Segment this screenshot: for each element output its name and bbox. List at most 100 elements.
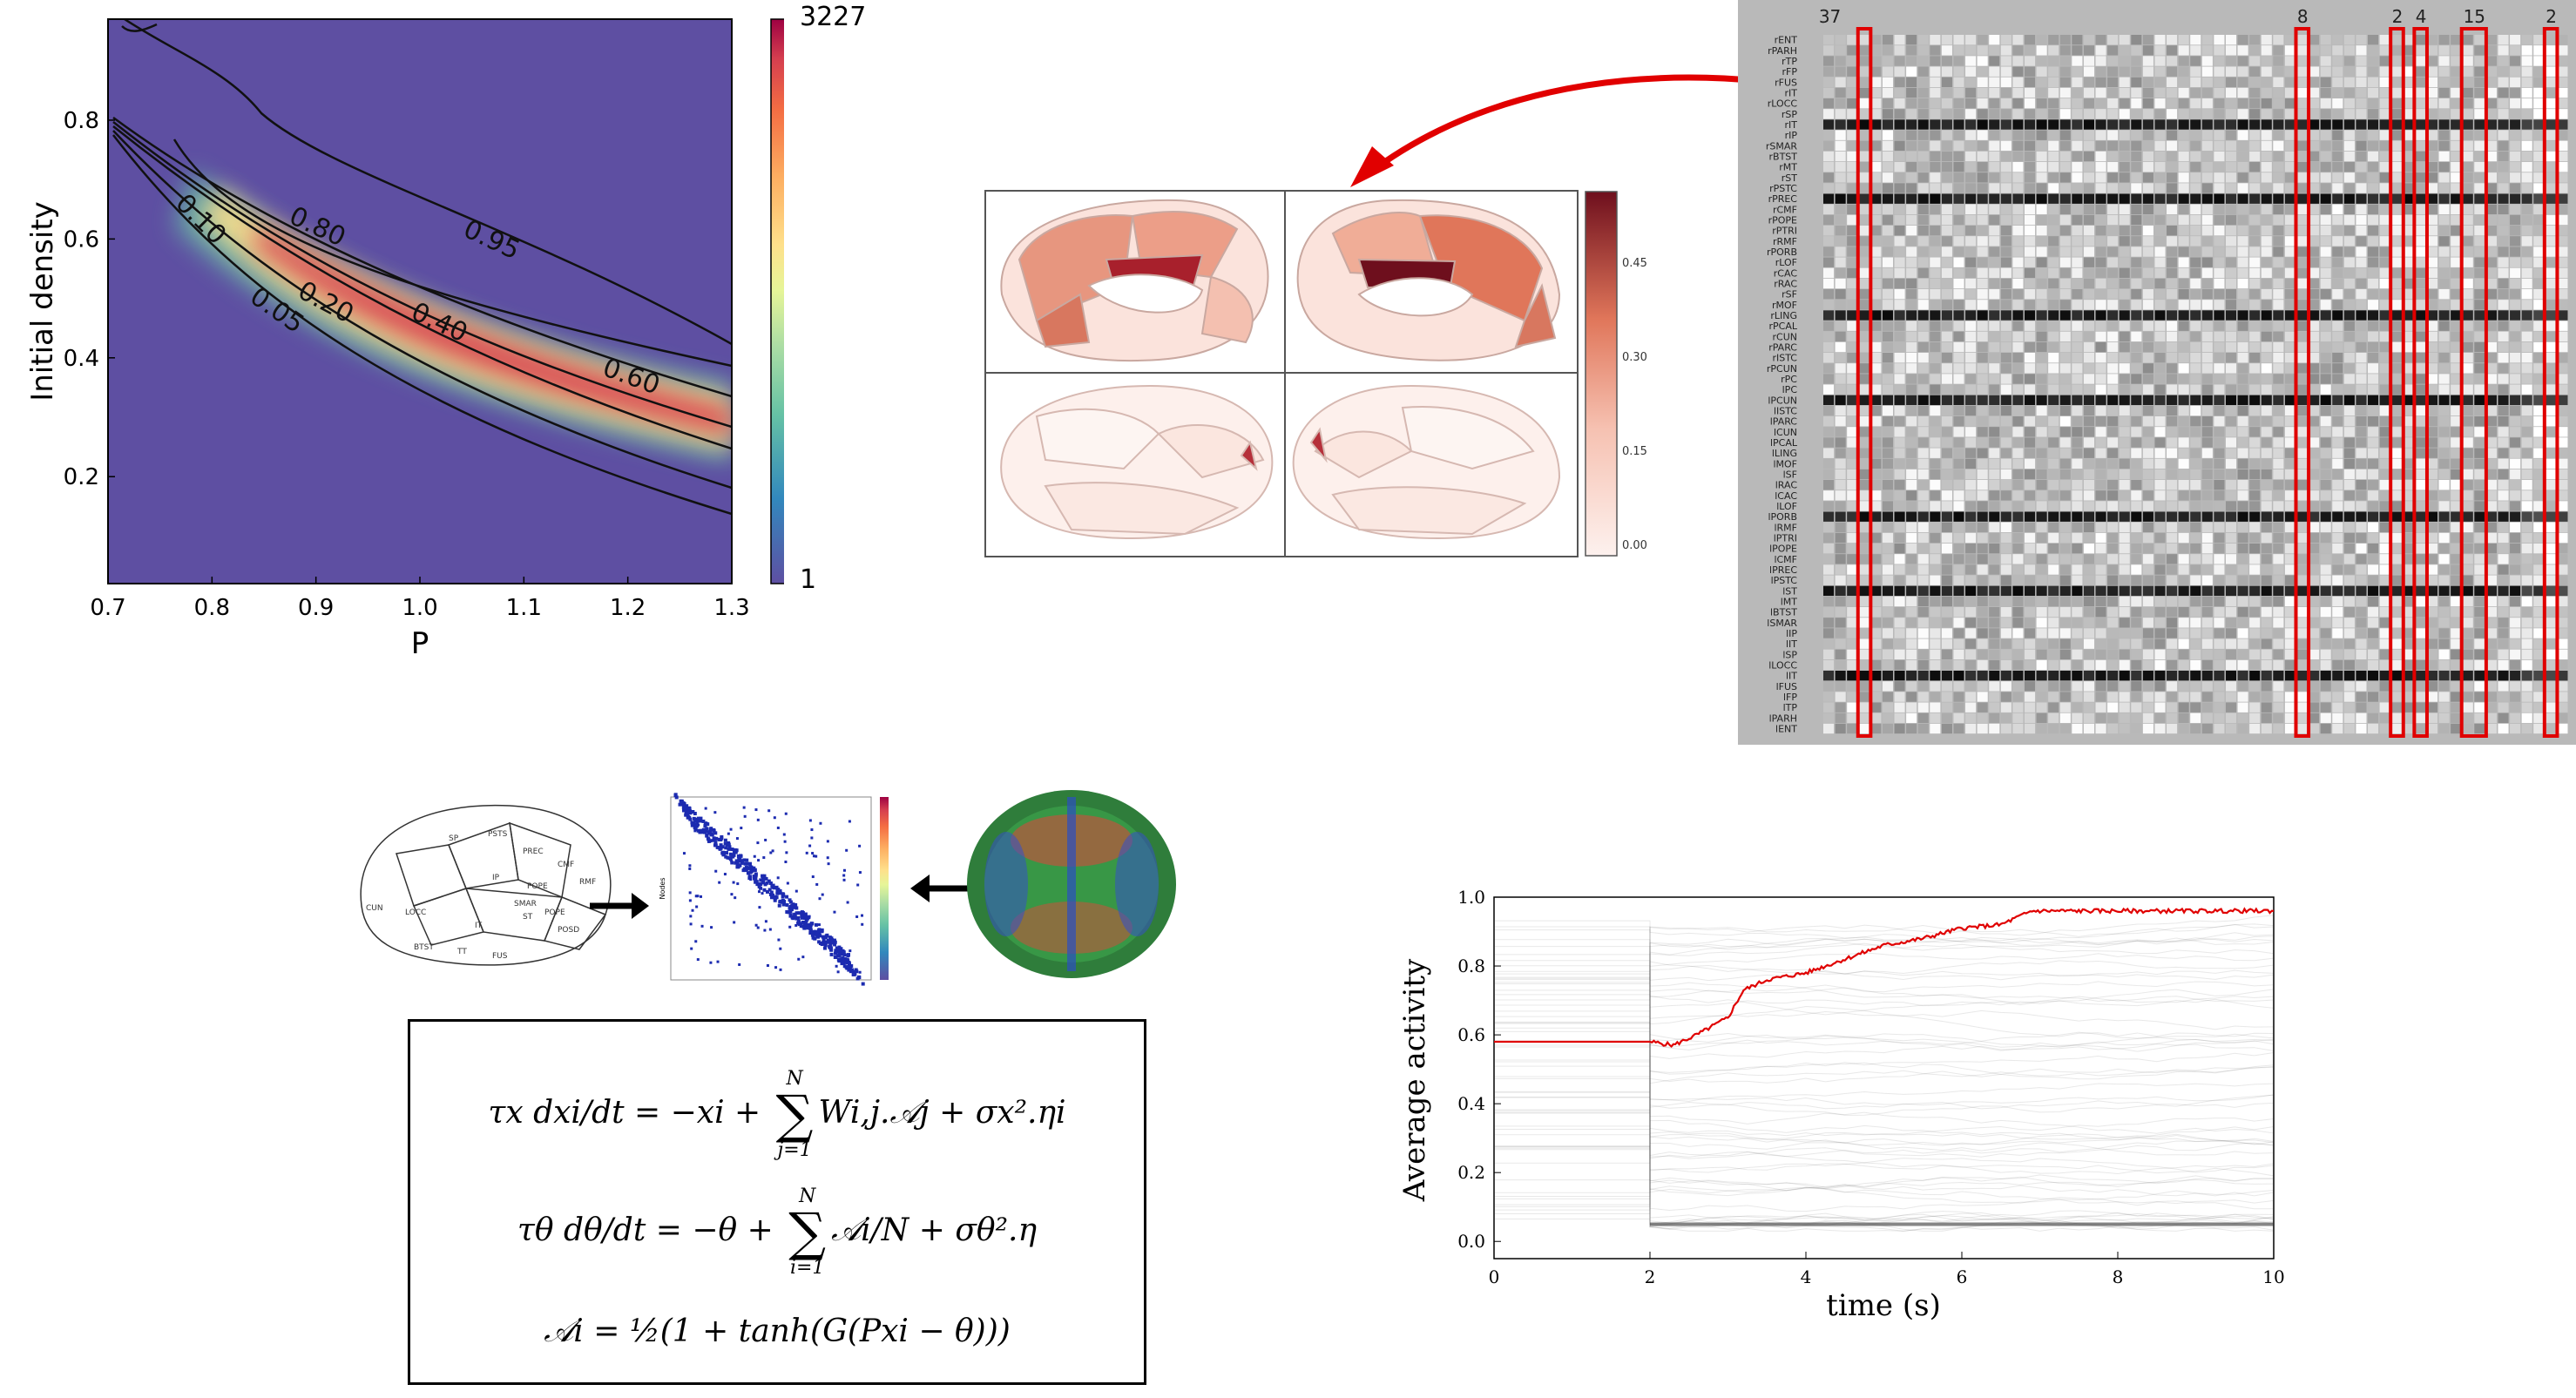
raster-cell: [2201, 310, 2213, 321]
raster-cell: [2059, 638, 2071, 649]
raster-cell: [1941, 575, 1952, 585]
raster-cell: [2036, 649, 2047, 660]
raster-cell: [2309, 480, 2320, 490]
raster-cell: [2000, 151, 2011, 162]
raster-cell: [2462, 172, 2473, 183]
matrix-entry: [777, 903, 781, 908]
raster-cell: [1835, 109, 1846, 119]
raster-cell: [2332, 278, 2343, 289]
raster-cell: [2545, 511, 2556, 522]
raster-cell: [1858, 448, 1869, 458]
activity-xtick: 6: [1957, 1266, 1968, 1287]
raster-cell: [2072, 437, 2083, 448]
raster-cell: [2214, 331, 2225, 342]
raster-cell: [2284, 214, 2295, 226]
raster-cell: [2368, 193, 2379, 204]
matrix-entry: [684, 806, 688, 810]
matrix-entry: [779, 947, 782, 950]
raster-cell: [2214, 544, 2225, 554]
raster-cell: [2095, 321, 2106, 331]
raster-cell: [2237, 278, 2248, 289]
raster-cell: [2059, 649, 2071, 660]
raster-cell: [2403, 671, 2414, 681]
raster-cell: [1823, 289, 1835, 300]
raster-cell: [2107, 649, 2119, 660]
raster-cell: [2403, 204, 2414, 215]
raster-cell: [2485, 289, 2497, 300]
raster-cell: [2296, 448, 2308, 458]
raster-cell: [2048, 522, 2059, 533]
raster-cell: [2178, 247, 2189, 257]
matrix-entry: [700, 924, 704, 928]
matrix-entry: [841, 960, 845, 964]
raster-cell: [2131, 607, 2142, 618]
raster-cell: [2036, 162, 2047, 172]
matrix-entry: [773, 816, 776, 820]
raster-cell: [1835, 522, 1846, 533]
raster-cell: [2438, 522, 2450, 533]
raster-cell: [2237, 183, 2248, 193]
raster-cell: [1906, 214, 1917, 226]
raster-cell: [1953, 564, 1964, 575]
raster-cell: [2048, 87, 2059, 98]
raster-cell: [2024, 204, 2036, 215]
raster-cell: [2261, 341, 2272, 353]
raster-cell: [2521, 66, 2532, 77]
matrix-entry: [842, 950, 846, 955]
raster-cell: [2036, 331, 2047, 342]
raster-cell: [2154, 681, 2166, 692]
matrix-entry: [830, 938, 835, 942]
raster-cell: [2154, 341, 2166, 353]
raster-cell: [2225, 702, 2237, 713]
raster-cell: [2012, 341, 2024, 353]
raster-cell: [2119, 681, 2130, 692]
raster-cell: [2343, 109, 2355, 119]
raster-cell: [2391, 204, 2403, 215]
raster-cell: [2273, 193, 2284, 204]
raster-cell: [2309, 395, 2320, 406]
raster-cell: [1847, 469, 1858, 480]
raster-cell: [2273, 458, 2284, 469]
raster-cell: [1906, 374, 1917, 384]
raster-cell: [2214, 490, 2225, 501]
raster-cell: [1870, 363, 1882, 374]
raster-cell: [2273, 585, 2284, 597]
raster-cell: [2249, 511, 2261, 522]
matrix-entry: [770, 884, 774, 888]
raster-cell: [2249, 681, 2261, 692]
matrix-entry: [774, 966, 778, 969]
raster-cell: [1977, 172, 1988, 183]
raster-cell: [2178, 575, 2189, 585]
raster-cell: [1989, 353, 2000, 363]
raster-cell: [2533, 267, 2545, 279]
raster-cell: [2426, 289, 2438, 300]
raster-cell: [2545, 713, 2556, 724]
raster-cell: [2332, 56, 2343, 66]
raster-cell: [1894, 575, 1905, 585]
raster-cell: [2190, 321, 2201, 331]
raster-cell: [1894, 130, 1905, 140]
raster-cell: [2083, 596, 2095, 607]
raster-cell: [2296, 247, 2308, 257]
raster-cell: [2296, 56, 2308, 66]
matrix-entry: [764, 876, 768, 881]
raster-cell: [2261, 575, 2272, 585]
raster-cell: [2438, 437, 2450, 448]
raster-cell: [2545, 702, 2556, 713]
raster-cell: [1823, 522, 1835, 533]
matrix-entry: [828, 946, 833, 950]
raster-cell: [2214, 458, 2225, 469]
raster-cell: [1965, 257, 1977, 267]
raster-cell: [2000, 66, 2011, 77]
raster-cell: [2403, 310, 2414, 321]
raster-cell: [2059, 596, 2071, 607]
raster-cell: [2000, 236, 2011, 247]
equation-2-rhs: 𝒜i/N + σθ².η: [831, 1212, 1038, 1248]
raster-cell: [2521, 659, 2532, 671]
raster-cell: [1882, 501, 1894, 511]
raster-cell: [2368, 374, 2379, 384]
raster-cell: [1941, 596, 1952, 607]
raster-cell: [2190, 214, 2201, 226]
raster-cell: [2059, 681, 2071, 692]
raster-cell: [1977, 267, 1988, 279]
